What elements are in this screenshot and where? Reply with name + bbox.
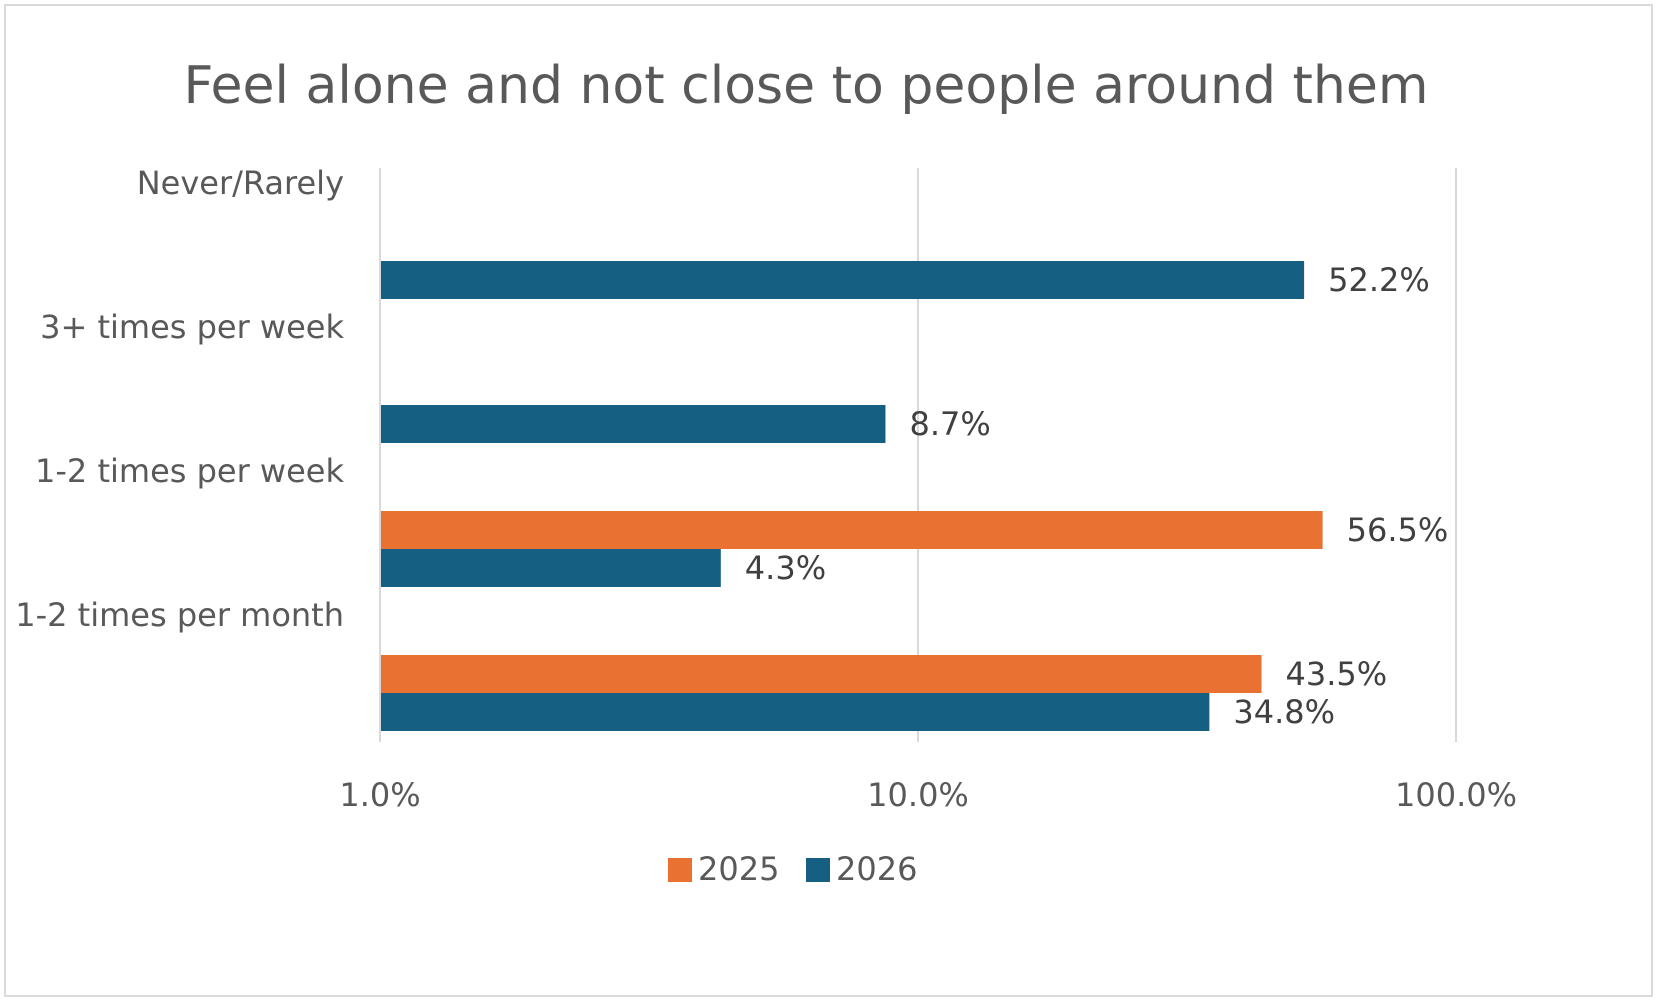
data-label-2026: 52.2% [1328,261,1430,299]
x-tick-label: 1.0% [339,776,420,814]
category-labels: Never/Rarely 3+ times per week 1-2 times p… [15,164,344,634]
data-label-2026: 4.3% [745,549,826,587]
legend-label-2025: 2025 [698,850,779,888]
data-label-2025: 43.5% [1286,655,1388,693]
legend-swatch-2025 [668,858,692,882]
x-axis-tick-labels: 1.0% 10.0% 100.0% [339,776,1517,814]
category-label: Never/Rarely [137,164,344,202]
x-tick-label: 100.0% [1395,776,1517,814]
data-label-2026: 8.7% [909,405,990,443]
category-label: 1-2 times per week [35,452,344,490]
category-label: 1-2 times per month [15,596,344,634]
bar-2025-1-2-times-per-week [381,511,1323,549]
x-tick-label: 10.0% [867,776,969,814]
data-labels: 52.2% 8.7% 56.5% 4.3% 43.5%34.8% [745,261,1448,731]
category-label: 3+ times per week [40,308,344,346]
bar-2026-never-rarely [381,261,1305,299]
bars [381,261,1323,731]
chart-frame: Feel alone and not close to people aroun… [4,4,1653,997]
legend-swatch-2026 [806,858,830,882]
data-label-2025: 56.5% [1347,511,1449,549]
bar-2026-1-2-times-per-month [381,693,1210,731]
data-label-2026: 34.8% [1233,693,1335,731]
bar-2025-1-2-times-per-month [381,655,1262,693]
chart-svg: Feel alone and not close to people aroun… [15,56,1517,888]
bar-2026-1-2-times-per-week [381,549,721,587]
legend-label-2026: 2026 [836,850,917,888]
chart-title: Feel alone and not close to people aroun… [183,56,1428,116]
legend: 2025 2026 [668,850,917,888]
bar-2026-3-times-per-week [381,405,886,443]
